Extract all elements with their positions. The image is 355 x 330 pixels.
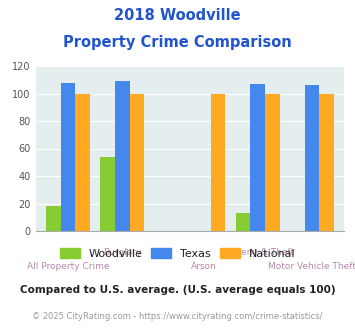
Legend: Woodville, Texas, National: Woodville, Texas, National: [55, 244, 300, 263]
Bar: [46, 206, 61, 231]
Text: Compared to U.S. average. (U.S. average equals 100): Compared to U.S. average. (U.S. average …: [20, 285, 335, 295]
Text: Motor Vehicle Theft: Motor Vehicle Theft: [268, 262, 355, 271]
Bar: [130, 93, 144, 231]
Bar: [75, 93, 90, 231]
Bar: [61, 82, 75, 231]
Text: 2018 Woodville: 2018 Woodville: [114, 8, 241, 23]
Text: Arson: Arson: [191, 262, 216, 271]
Bar: [115, 81, 130, 231]
Bar: [100, 157, 115, 231]
Bar: [265, 93, 280, 231]
Bar: [211, 93, 225, 231]
Text: All Property Crime: All Property Crime: [27, 262, 109, 271]
Text: Larceny & Theft: Larceny & Theft: [222, 248, 294, 257]
Bar: [305, 85, 319, 231]
Text: © 2025 CityRating.com - https://www.cityrating.com/crime-statistics/: © 2025 CityRating.com - https://www.city…: [32, 312, 323, 321]
Bar: [250, 84, 265, 231]
Text: Burglary: Burglary: [103, 248, 141, 257]
Text: Property Crime Comparison: Property Crime Comparison: [63, 35, 292, 50]
Bar: [319, 93, 334, 231]
Bar: [236, 213, 250, 231]
